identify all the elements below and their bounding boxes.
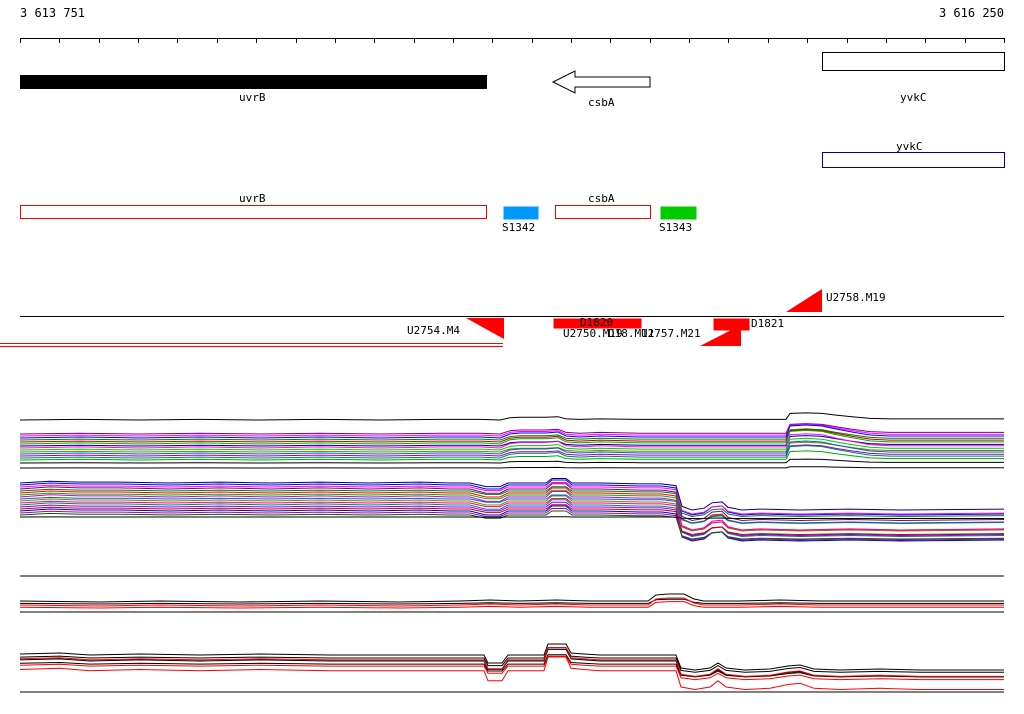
profile-line-band-1: [19, 428, 1004, 441]
profile-line-band-1: [19, 433, 1004, 449]
profile-line-band-1: [19, 423, 1004, 435]
profile-line-band-1: [19, 450, 1004, 461]
probe-U2758.M19[interactable]: [786, 289, 822, 312]
coordinate-end: 3 616 250: [938, 6, 1004, 20]
gene-yvkC[interactable]: [822, 152, 1005, 168]
profile-line-band-4: [19, 654, 1004, 678]
profile-line-band-4: [19, 647, 1004, 673]
annotation-uvrB[interactable]: [20, 205, 487, 219]
profile-line-band-2: [19, 516, 1004, 520]
profile-line-band-2: [19, 505, 1005, 542]
profile-line-band-3: [19, 597, 1004, 607]
profile-line-band-2: [19, 495, 1005, 532]
profile-line-band-2: [19, 482, 1005, 515]
probe-label: U2750.M19: [563, 327, 623, 340]
profile-line-band-1: [19, 440, 1004, 455]
annotation-label: uvrB: [239, 192, 266, 205]
profile-line-band-1: [19, 444, 1004, 457]
profile-line-band-2: [19, 494, 1005, 524]
coordinate-start: 3 613 751: [20, 6, 86, 20]
profile-line-band-1: [19, 437, 1004, 451]
profile-line-band-1: [19, 466, 1004, 469]
profile-line-band-2: [19, 498, 1005, 531]
profile-line-band-1: [19, 429, 1004, 443]
probe-label: D1820: [580, 316, 613, 329]
profile-line-band-2: [19, 499, 1005, 538]
profile-line-band-4: [19, 643, 1004, 671]
profile-line-band-4: [19, 655, 1004, 681]
profile-line-band-1: [19, 435, 1004, 447]
annotation-label: S1343: [659, 221, 692, 234]
profile-line-band-4: [19, 648, 1004, 678]
profile-line-band-3: [19, 598, 1004, 605]
annotation-csbA[interactable]: [555, 205, 651, 219]
profile-line-band-3: [19, 601, 1004, 609]
probe-D1821[interactable]: [713, 318, 750, 331]
profile-line-band-2: [19, 486, 1005, 518]
profile-line-band-4: [19, 656, 1004, 691]
profile-line-band-1: [19, 429, 1004, 445]
profile-line-band-2: [19, 479, 1005, 516]
profile-line-band-1: [19, 424, 1004, 439]
gene-label: uvrB: [239, 91, 266, 104]
annotation-S1342[interactable]: [503, 206, 539, 220]
annotation-label: S1342: [502, 221, 535, 234]
profile-line-band-3: [19, 593, 1004, 603]
profile-line-band-1: [19, 458, 1004, 464]
profile-line-band-1: [19, 423, 1004, 437]
probe-label: U2758.M19: [826, 291, 886, 304]
annotation-S1343[interactable]: [660, 206, 697, 220]
probe-feature[interactable]: [700, 325, 741, 346]
probe-label: U2754.M4: [407, 324, 460, 337]
profile-line-band-1: [19, 445, 1004, 459]
profile-line-band-2: [19, 504, 1005, 536]
gene-label: yvkC: [896, 140, 923, 153]
profile-line-band-2: [19, 508, 1005, 541]
probe-label: D1821: [751, 317, 784, 330]
probe-U2754.M4[interactable]: [466, 318, 504, 339]
profile-line-band-2: [19, 501, 1005, 537]
profile-line-band-2: [19, 478, 1005, 511]
gene-label: csbA: [588, 96, 615, 109]
probe-label: U2757.M21: [641, 327, 701, 340]
gene-csbA[interactable]: [551, 70, 651, 94]
gene-yvkC[interactable]: [822, 52, 1005, 71]
probe-label: D18.M11: [608, 327, 654, 340]
gene-uvrB[interactable]: [20, 75, 487, 89]
gene-label: yvkC: [900, 91, 927, 104]
annotation-label: csbA: [588, 192, 615, 205]
profile-line-band-1: [19, 412, 1004, 421]
profile-line-band-4: [19, 647, 1004, 677]
probe-D1820[interactable]: [553, 318, 642, 329]
profile-line-band-2: [19, 510, 1005, 540]
